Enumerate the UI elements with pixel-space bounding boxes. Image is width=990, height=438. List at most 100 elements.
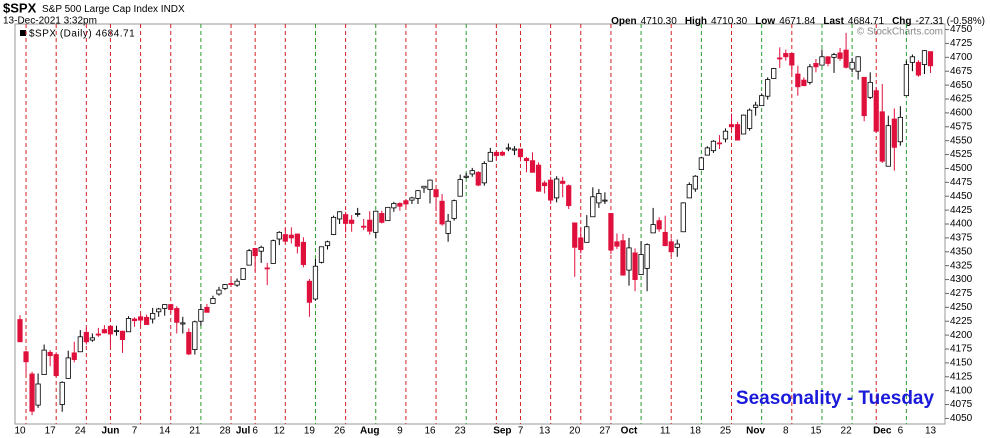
y-tick-label: 4575 xyxy=(950,121,973,132)
candle-body xyxy=(47,351,53,357)
x-tick-label: Dec xyxy=(873,426,892,437)
candle-body xyxy=(487,151,493,162)
candle-body xyxy=(849,61,855,70)
candle-body xyxy=(734,124,741,141)
candle-body xyxy=(119,330,126,340)
x-tick-label: Nov xyxy=(746,426,765,437)
candle-body xyxy=(451,200,457,219)
candle-body xyxy=(433,189,439,198)
candle-body xyxy=(722,130,729,140)
x-tick-label: 12 xyxy=(274,426,286,437)
quote-value: 4710.30 xyxy=(711,16,748,27)
x-tick-label: 23 xyxy=(455,426,467,437)
y-tick-label: 4675 xyxy=(950,66,973,77)
x-tick-label: 10 xyxy=(14,426,26,437)
index-name: S&P 500 Large Cap Index INDX xyxy=(42,4,185,15)
y-tick-label: 4500 xyxy=(950,163,973,174)
candle-body xyxy=(885,125,891,167)
x-tick-label: 25 xyxy=(720,426,732,437)
candle-body xyxy=(83,331,89,343)
x-tick-label: 18 xyxy=(690,426,702,437)
candle-body xyxy=(246,250,252,266)
candle-body xyxy=(590,196,596,218)
candle-body xyxy=(186,331,192,355)
candle-body xyxy=(535,164,542,192)
y-tick-label: 4725 xyxy=(950,38,973,49)
candle-body xyxy=(463,175,469,178)
annotation: Seasonality - Tuesday xyxy=(736,388,935,409)
quote-label: Low xyxy=(755,16,775,27)
candle-body xyxy=(29,373,35,412)
x-tick-label: 17 xyxy=(45,426,57,437)
y-tick-label: 4700 xyxy=(950,52,973,63)
candle-body xyxy=(379,213,385,223)
y-tick-label: 4300 xyxy=(950,274,973,285)
candle-body xyxy=(415,190,421,199)
candle-body xyxy=(35,383,41,406)
x-tick-label: 6 xyxy=(898,426,904,437)
candle-body xyxy=(548,179,554,201)
candle-body xyxy=(584,226,590,243)
candle-body xyxy=(403,200,409,205)
candle-body xyxy=(747,109,753,129)
candle-body xyxy=(837,52,843,59)
x-tick-label: 21 xyxy=(189,426,201,437)
quote-label: Chg xyxy=(892,16,911,27)
candle-body xyxy=(180,322,186,325)
candle-body xyxy=(517,148,524,158)
candle-body xyxy=(915,61,922,76)
exchange: INDX xyxy=(161,4,185,15)
candle-body xyxy=(759,95,765,107)
candle-body xyxy=(95,333,101,336)
candle-body xyxy=(294,233,300,247)
candle-body xyxy=(692,175,698,190)
candle-body xyxy=(162,304,168,309)
quote-value: 4710.30 xyxy=(641,16,678,27)
candle-body xyxy=(686,184,692,199)
candle-body xyxy=(445,220,451,234)
candle-body xyxy=(131,318,138,322)
y-tick-label: 4650 xyxy=(950,80,973,91)
y-tick-label: 4200 xyxy=(950,330,973,341)
quote-value: -27.31 (-0.58%) xyxy=(916,16,985,27)
quote-value: 4671.84 xyxy=(779,16,816,27)
candle-body xyxy=(23,351,29,363)
candle-body xyxy=(318,246,325,263)
candle-body xyxy=(843,49,849,68)
candle-body xyxy=(668,241,674,253)
candle-body xyxy=(216,289,222,295)
quote-value: 4684.71 xyxy=(848,16,885,27)
candle-body xyxy=(777,57,783,60)
candle-body xyxy=(71,352,77,360)
x-tick-label: 14 xyxy=(159,426,171,437)
quote-label: Open xyxy=(611,16,637,27)
candle-body xyxy=(566,185,572,207)
y-tick-label: 4525 xyxy=(950,149,973,160)
y-tick-label: 4350 xyxy=(950,246,973,257)
candle-body xyxy=(101,329,108,334)
candle-body xyxy=(861,76,867,117)
candle-body xyxy=(336,211,343,220)
candle-body xyxy=(361,225,367,228)
candle-body xyxy=(391,203,397,209)
candle-body xyxy=(801,79,807,87)
candle-body xyxy=(674,243,680,248)
candle-body xyxy=(385,206,391,222)
candle-body xyxy=(324,241,331,247)
candle-body xyxy=(457,179,463,197)
x-tick-label: Sep xyxy=(493,426,511,437)
candle-body xyxy=(270,240,276,264)
y-tick-label: 4075 xyxy=(950,399,973,410)
candle-body xyxy=(204,306,210,313)
y-tick-label: 4475 xyxy=(950,177,973,188)
candle-body xyxy=(662,231,668,247)
x-tick-label: 9 xyxy=(397,426,403,437)
y-tick-label: 4600 xyxy=(950,108,973,119)
candle-body xyxy=(59,381,65,405)
candle-body xyxy=(481,163,487,184)
candle-body xyxy=(644,244,650,269)
candle-body xyxy=(367,219,373,232)
candle-body xyxy=(614,241,620,247)
candle-body xyxy=(156,308,162,313)
candle-body xyxy=(493,151,499,157)
